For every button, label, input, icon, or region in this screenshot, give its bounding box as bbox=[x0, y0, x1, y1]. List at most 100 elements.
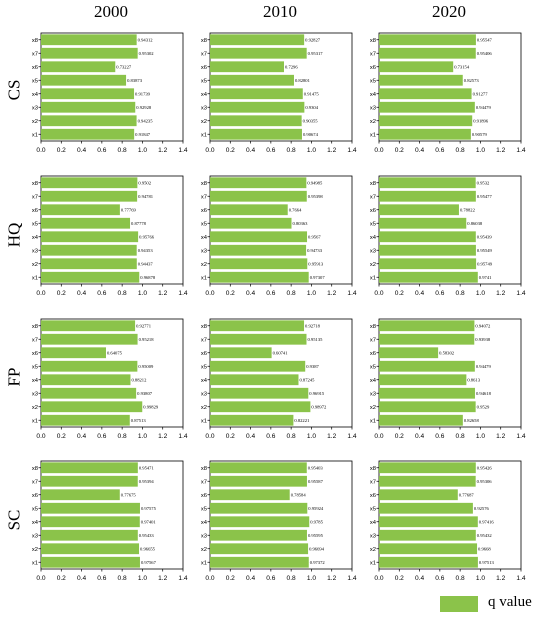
category-label-x5: x5 bbox=[32, 364, 38, 370]
bar-x5 bbox=[379, 74, 463, 86]
bar-x5 bbox=[379, 360, 475, 372]
bar-x7 bbox=[41, 47, 138, 59]
bar-x8 bbox=[41, 34, 137, 46]
bar-x6 bbox=[379, 204, 459, 216]
bar-x8 bbox=[210, 177, 307, 189]
category-label-x8: x8 bbox=[370, 38, 376, 44]
category-label-x7: x7 bbox=[201, 337, 207, 343]
category-label-x8: x8 bbox=[32, 181, 38, 187]
bar-x6 bbox=[41, 204, 120, 216]
category-label-x5: x5 bbox=[32, 506, 38, 512]
category-label-x7: x7 bbox=[370, 51, 376, 57]
x-tick-label: 0.0 bbox=[374, 575, 383, 582]
x-tick-label: 0.8 bbox=[118, 290, 127, 297]
chart-panel-sc-2000: 0.0 0.2 0.4 0.6 0.8 1.0 1.2 1.4 x1 0.97567 x2 0.966… bbox=[32, 460, 188, 582]
plot-frame bbox=[378, 32, 522, 142]
bar-x7 bbox=[210, 333, 307, 345]
value-label-x1: 0.96878 bbox=[140, 275, 156, 280]
value-label-x1: 0.90674 bbox=[303, 132, 319, 137]
bar-x4 bbox=[379, 231, 476, 243]
row-title-sc: SC bbox=[3, 509, 23, 531]
bar-x2 bbox=[210, 543, 309, 555]
bar-x3 bbox=[41, 387, 137, 399]
bar-x8 bbox=[41, 177, 138, 189]
value-label-x8: 0.9532 bbox=[477, 181, 490, 186]
plot-frame bbox=[40, 460, 184, 570]
bar-x1 bbox=[379, 128, 471, 140]
bar-x3 bbox=[210, 387, 309, 399]
value-label-x6: 0.73227 bbox=[116, 65, 132, 70]
bar-x4 bbox=[379, 516, 478, 528]
x-tick-label: 0.6 bbox=[266, 147, 275, 154]
bar-x4 bbox=[379, 374, 467, 386]
category-label-x8: x8 bbox=[370, 181, 376, 187]
x-tick-label: 1.2 bbox=[327, 433, 336, 440]
bar-x5 bbox=[210, 360, 306, 372]
bar-x3 bbox=[379, 529, 476, 541]
x-tick-label: 1.0 bbox=[138, 433, 147, 440]
category-label-x5: x5 bbox=[32, 78, 38, 84]
bar-x8 bbox=[210, 320, 305, 332]
category-label-x6: x6 bbox=[32, 351, 38, 357]
bar-x6 bbox=[210, 489, 290, 501]
plot-frame bbox=[209, 318, 353, 428]
chart-panel-hq-2010: 0.0 0.2 0.4 0.6 0.8 1.0 1.2 1.4 x1 0.97307 x2 0.959… bbox=[201, 175, 357, 297]
bar-x4 bbox=[41, 88, 135, 100]
value-label-x4: 0.91475 bbox=[304, 92, 320, 97]
bar-x7 bbox=[210, 475, 307, 487]
column-title-2020: 2020 bbox=[432, 2, 466, 21]
bar-x3 bbox=[379, 244, 476, 256]
bar-x1 bbox=[41, 556, 140, 568]
category-label-x7: x7 bbox=[201, 194, 207, 200]
category-label-x8: x8 bbox=[370, 466, 376, 472]
x-tick-label: 1.2 bbox=[327, 575, 336, 582]
value-label-x3: 0.9304 bbox=[305, 105, 318, 110]
bar-x6 bbox=[379, 489, 458, 501]
bar-x5 bbox=[41, 74, 127, 86]
chart-panel-fp-2010: 0.0 0.2 0.4 0.6 0.8 1.0 1.2 1.4 x1 0.82221 x2 0.989… bbox=[201, 318, 357, 440]
category-label-x3: x3 bbox=[32, 105, 38, 111]
value-label-x8: 0.95403 bbox=[308, 466, 324, 471]
category-label-x5: x5 bbox=[201, 364, 207, 370]
value-label-x1: 0.97567 bbox=[141, 560, 157, 565]
bar-x3 bbox=[41, 529, 138, 541]
value-label-x2: 0.96694 bbox=[309, 547, 325, 552]
category-label-x4: x4 bbox=[370, 92, 377, 98]
x-tick-label: 0.0 bbox=[205, 290, 214, 297]
bar-x5 bbox=[210, 217, 292, 229]
bar-x6 bbox=[41, 347, 106, 359]
category-label-x1: x1 bbox=[32, 275, 38, 281]
x-tick-label: 0.8 bbox=[287, 575, 296, 582]
value-label-x1: 0.90579 bbox=[472, 132, 488, 137]
x-tick-label: 0.8 bbox=[118, 575, 127, 582]
bar-x7 bbox=[41, 475, 138, 487]
category-label-x5: x5 bbox=[370, 78, 376, 84]
category-label-x2: x2 bbox=[32, 405, 38, 411]
value-label-x2: 0.90355 bbox=[303, 119, 319, 124]
value-label-x6: 0.58302 bbox=[439, 351, 455, 356]
category-label-x3: x3 bbox=[32, 248, 38, 254]
bar-x6 bbox=[210, 61, 285, 73]
x-tick-label: 0.8 bbox=[456, 433, 465, 440]
value-label-x3: 0.95432 bbox=[477, 533, 493, 538]
category-label-x3: x3 bbox=[32, 391, 38, 397]
category-label-x8: x8 bbox=[201, 324, 207, 330]
x-tick-label: 0.6 bbox=[266, 433, 275, 440]
bar-x6 bbox=[41, 61, 116, 73]
chart-panel-cs-2000: 0.0 0.2 0.4 0.6 0.8 1.0 1.2 1.4 x1 0.91847 x2 0.942… bbox=[32, 32, 188, 154]
x-tick-label: 1.2 bbox=[496, 147, 505, 154]
bar-x2 bbox=[210, 401, 311, 413]
row-title-hq: HQ bbox=[4, 222, 23, 248]
value-label-x7: 0.95406 bbox=[477, 51, 493, 56]
value-label-x3: 0.95595 bbox=[308, 533, 324, 538]
bar-x4 bbox=[210, 231, 308, 243]
x-tick-label: 0.6 bbox=[97, 147, 106, 154]
category-label-x7: x7 bbox=[32, 479, 38, 485]
value-label-x2: 0.96655 bbox=[140, 547, 156, 552]
category-label-x7: x7 bbox=[370, 194, 376, 200]
x-tick-label: 0.0 bbox=[36, 433, 45, 440]
x-tick-label: 1.2 bbox=[327, 290, 336, 297]
bar-x4 bbox=[379, 88, 472, 100]
x-tick-label: 1.4 bbox=[516, 433, 525, 440]
value-label-x7: 0.95477 bbox=[477, 194, 493, 199]
